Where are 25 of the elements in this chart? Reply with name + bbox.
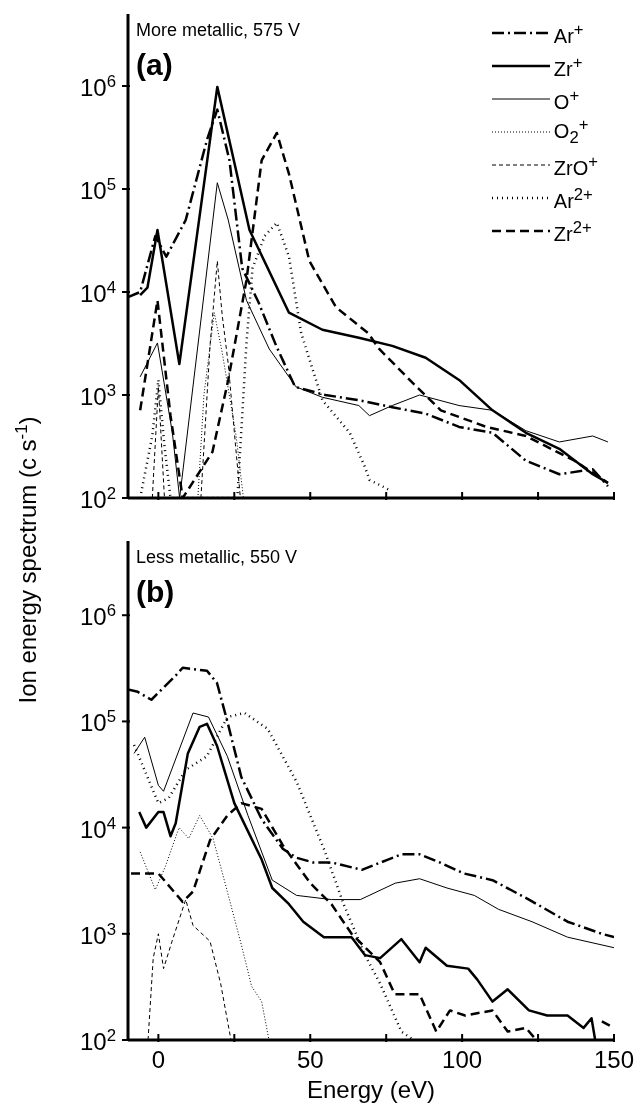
x-tick-label: 100 [442,1046,483,1073]
legend-label: ZrO$^{+}$ [553,150,598,181]
y-tick-label: 10$^{3}$ [79,919,116,949]
x-tick-label: 0 [151,1046,166,1073]
y-tick-label: 10$^{6}$ [79,600,116,631]
x-tick-label: 50 [296,1046,324,1073]
legend-label: O$^{+}$ [553,84,580,115]
y-tick-label: 10$^{2}$ [79,483,116,513]
y-tick-label: 10$^{4}$ [79,813,116,843]
y-tick-label: 10$^{3}$ [79,380,116,410]
annotation: (b) [136,575,175,609]
x-axis-title: Energy (eV) [306,1076,436,1103]
legend-label: Ar$^{2+}$ [553,183,593,214]
y-tick-label: 10$^{2}$ [79,1025,116,1055]
y-tick-label: 10$^{5}$ [79,706,116,737]
y-tick-label: 10$^{5}$ [79,174,116,204]
legend-label: Zr$^{2+}$ [553,216,592,247]
annotation: (a) [136,48,173,82]
annotation: More metallic, 575 V [136,20,301,41]
y-tick-label: 10$^{4}$ [79,277,116,307]
legend-label: Ar$^{+}$ [553,18,584,49]
legend-label: Zr$^{+}$ [553,51,583,82]
annotation: Less metallic, 550 V [136,547,298,568]
x-tick-label: 150 [593,1046,635,1073]
y-tick-label: 10$^{6}$ [79,71,116,101]
